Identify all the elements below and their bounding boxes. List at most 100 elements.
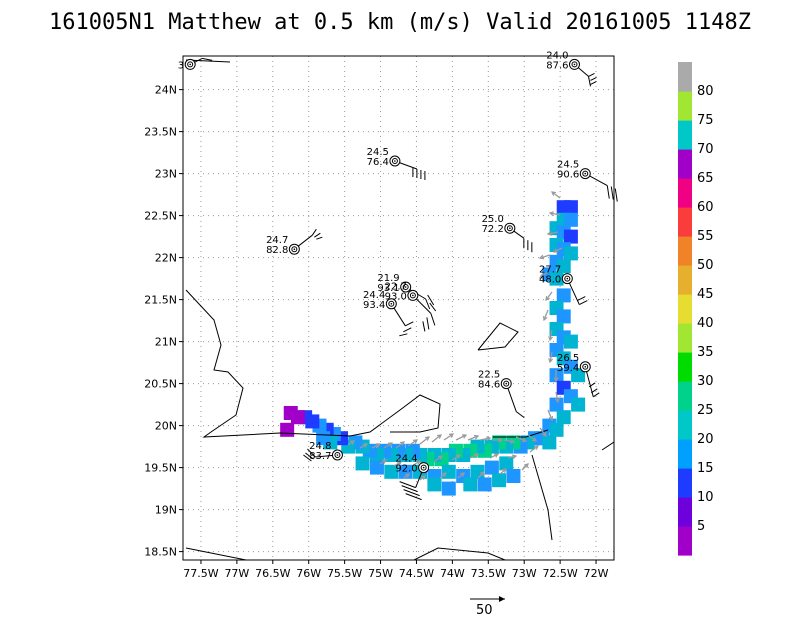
wind-arrow — [395, 441, 406, 449]
wind-arrow-shaft — [457, 472, 465, 479]
wind-barb — [403, 327, 412, 333]
wind-arrow-shaft — [545, 291, 553, 301]
wind-arrow-head — [455, 454, 462, 459]
wind-speed-cell — [563, 246, 578, 261]
wind-arrow-head — [545, 295, 550, 302]
station-plot: 26.559.4 — [557, 353, 600, 398]
station-ring-inner — [571, 61, 578, 68]
wind-arrow — [411, 460, 422, 467]
wind-arrow-head — [437, 455, 444, 460]
wind-speed-cell — [463, 477, 478, 492]
wind-arrow-shaft — [547, 231, 559, 235]
station-plot: 22.584.6 — [478, 370, 525, 419]
wind-arrow — [499, 468, 507, 475]
x-tick-label: 77W — [224, 567, 249, 580]
wind-arrow-head — [448, 433, 455, 438]
station-label-bottom: 72.2 — [482, 224, 504, 235]
wind-arrow — [347, 440, 356, 446]
wind-arrow — [515, 436, 528, 443]
wind-speed-field — [280, 200, 586, 496]
wind-barb — [590, 388, 598, 394]
station-label-top: 24.5 — [557, 160, 579, 171]
wind-arrow-shaft — [451, 454, 461, 461]
wind-arrow-head — [381, 459, 388, 464]
wind-speed-cell — [280, 422, 295, 437]
wind-speed-cell — [499, 456, 514, 471]
wind-arrow-shaft — [551, 191, 561, 199]
wind-arrow-head — [399, 441, 406, 446]
wind-arrow — [443, 433, 455, 441]
station-ring-inner — [420, 464, 427, 471]
station-label-top: 27.7 — [539, 265, 561, 276]
wind-arrow — [469, 453, 480, 459]
colorbar-label: 25 — [697, 403, 714, 418]
reference-arrowhead — [499, 596, 505, 602]
wind-arrow-head — [546, 230, 552, 236]
wind-arrows — [347, 191, 563, 481]
colorbar-label: 15 — [697, 461, 714, 476]
wind-arrow-head — [542, 315, 548, 322]
wind-barb — [399, 333, 408, 337]
wind-arrow — [538, 254, 551, 260]
wind-arrow-shaft — [539, 427, 547, 437]
coastline-segment — [185, 547, 247, 560]
colorbar-label: 50 — [697, 258, 714, 273]
wind-arrow-head — [362, 443, 369, 448]
wind-barb — [401, 485, 418, 493]
wind-arrow-head — [420, 475, 426, 480]
station-ring-inner — [291, 246, 298, 253]
station-dot — [412, 294, 414, 297]
wind-barb — [588, 76, 591, 87]
station-label-bottom: 93.0 — [385, 291, 407, 302]
x-tick-label: 72W — [584, 567, 609, 580]
wind-arrow-head — [396, 461, 403, 466]
wind-arrow-shaft — [507, 455, 517, 459]
wind-arrow-shaft — [395, 441, 405, 449]
wind-barb — [399, 481, 416, 489]
wind-barb — [307, 448, 316, 458]
wind-arrow-head — [498, 437, 504, 443]
wind-barb — [592, 392, 600, 398]
station-label-bottom: 93.1 — [377, 283, 399, 294]
wind-arrow-head — [415, 460, 422, 465]
station-ring-inner — [391, 158, 398, 164]
station-plot: 24.493.4 — [363, 290, 414, 337]
colorbar-swatch — [678, 236, 692, 266]
station-label-top: 24.8 — [309, 441, 331, 452]
station-label-top: 26.5 — [557, 353, 579, 364]
station-plot: 21.993.1 — [377, 273, 437, 312]
wind-barb — [430, 313, 436, 326]
colorbar-swatch — [678, 62, 692, 92]
reference-vector-label: 50 — [476, 603, 493, 618]
wind-barb — [422, 321, 426, 332]
station-ring-inner — [409, 292, 416, 299]
wind-arrow — [545, 291, 553, 302]
wind-arrow-shaft — [529, 445, 539, 453]
wind-barb — [311, 228, 317, 236]
wind-arrow-head — [548, 358, 554, 364]
station-ring-inner — [402, 284, 409, 290]
wind-arrow-shaft — [383, 442, 393, 449]
station-ring-inner — [564, 275, 571, 282]
wind-barb — [305, 452, 314, 460]
y-tick-label: 20N — [155, 420, 177, 433]
wind-arrow — [477, 471, 485, 479]
wind-arrow-shaft — [469, 453, 479, 459]
station-plot: 24.883.7 — [303, 441, 343, 462]
wind-barb — [316, 236, 323, 240]
station-plot: 3 — [178, 57, 213, 71]
colorbar-swatch — [678, 439, 692, 469]
wind-arrow-head — [552, 248, 559, 253]
colorbar-swatch — [678, 497, 692, 527]
wind-arrow-head — [441, 472, 447, 477]
wind-arrow — [359, 443, 369, 449]
station-dot — [394, 160, 396, 162]
wind-arrow — [548, 329, 554, 342]
station-ring-inner — [503, 380, 510, 387]
wind-arrow — [393, 461, 403, 467]
wind-arrow — [383, 442, 394, 449]
wind-arrow-shaft — [467, 435, 479, 441]
wind-arrow-head — [538, 274, 545, 279]
wind-arrow-shaft — [549, 351, 553, 363]
wind-barb — [606, 185, 610, 199]
